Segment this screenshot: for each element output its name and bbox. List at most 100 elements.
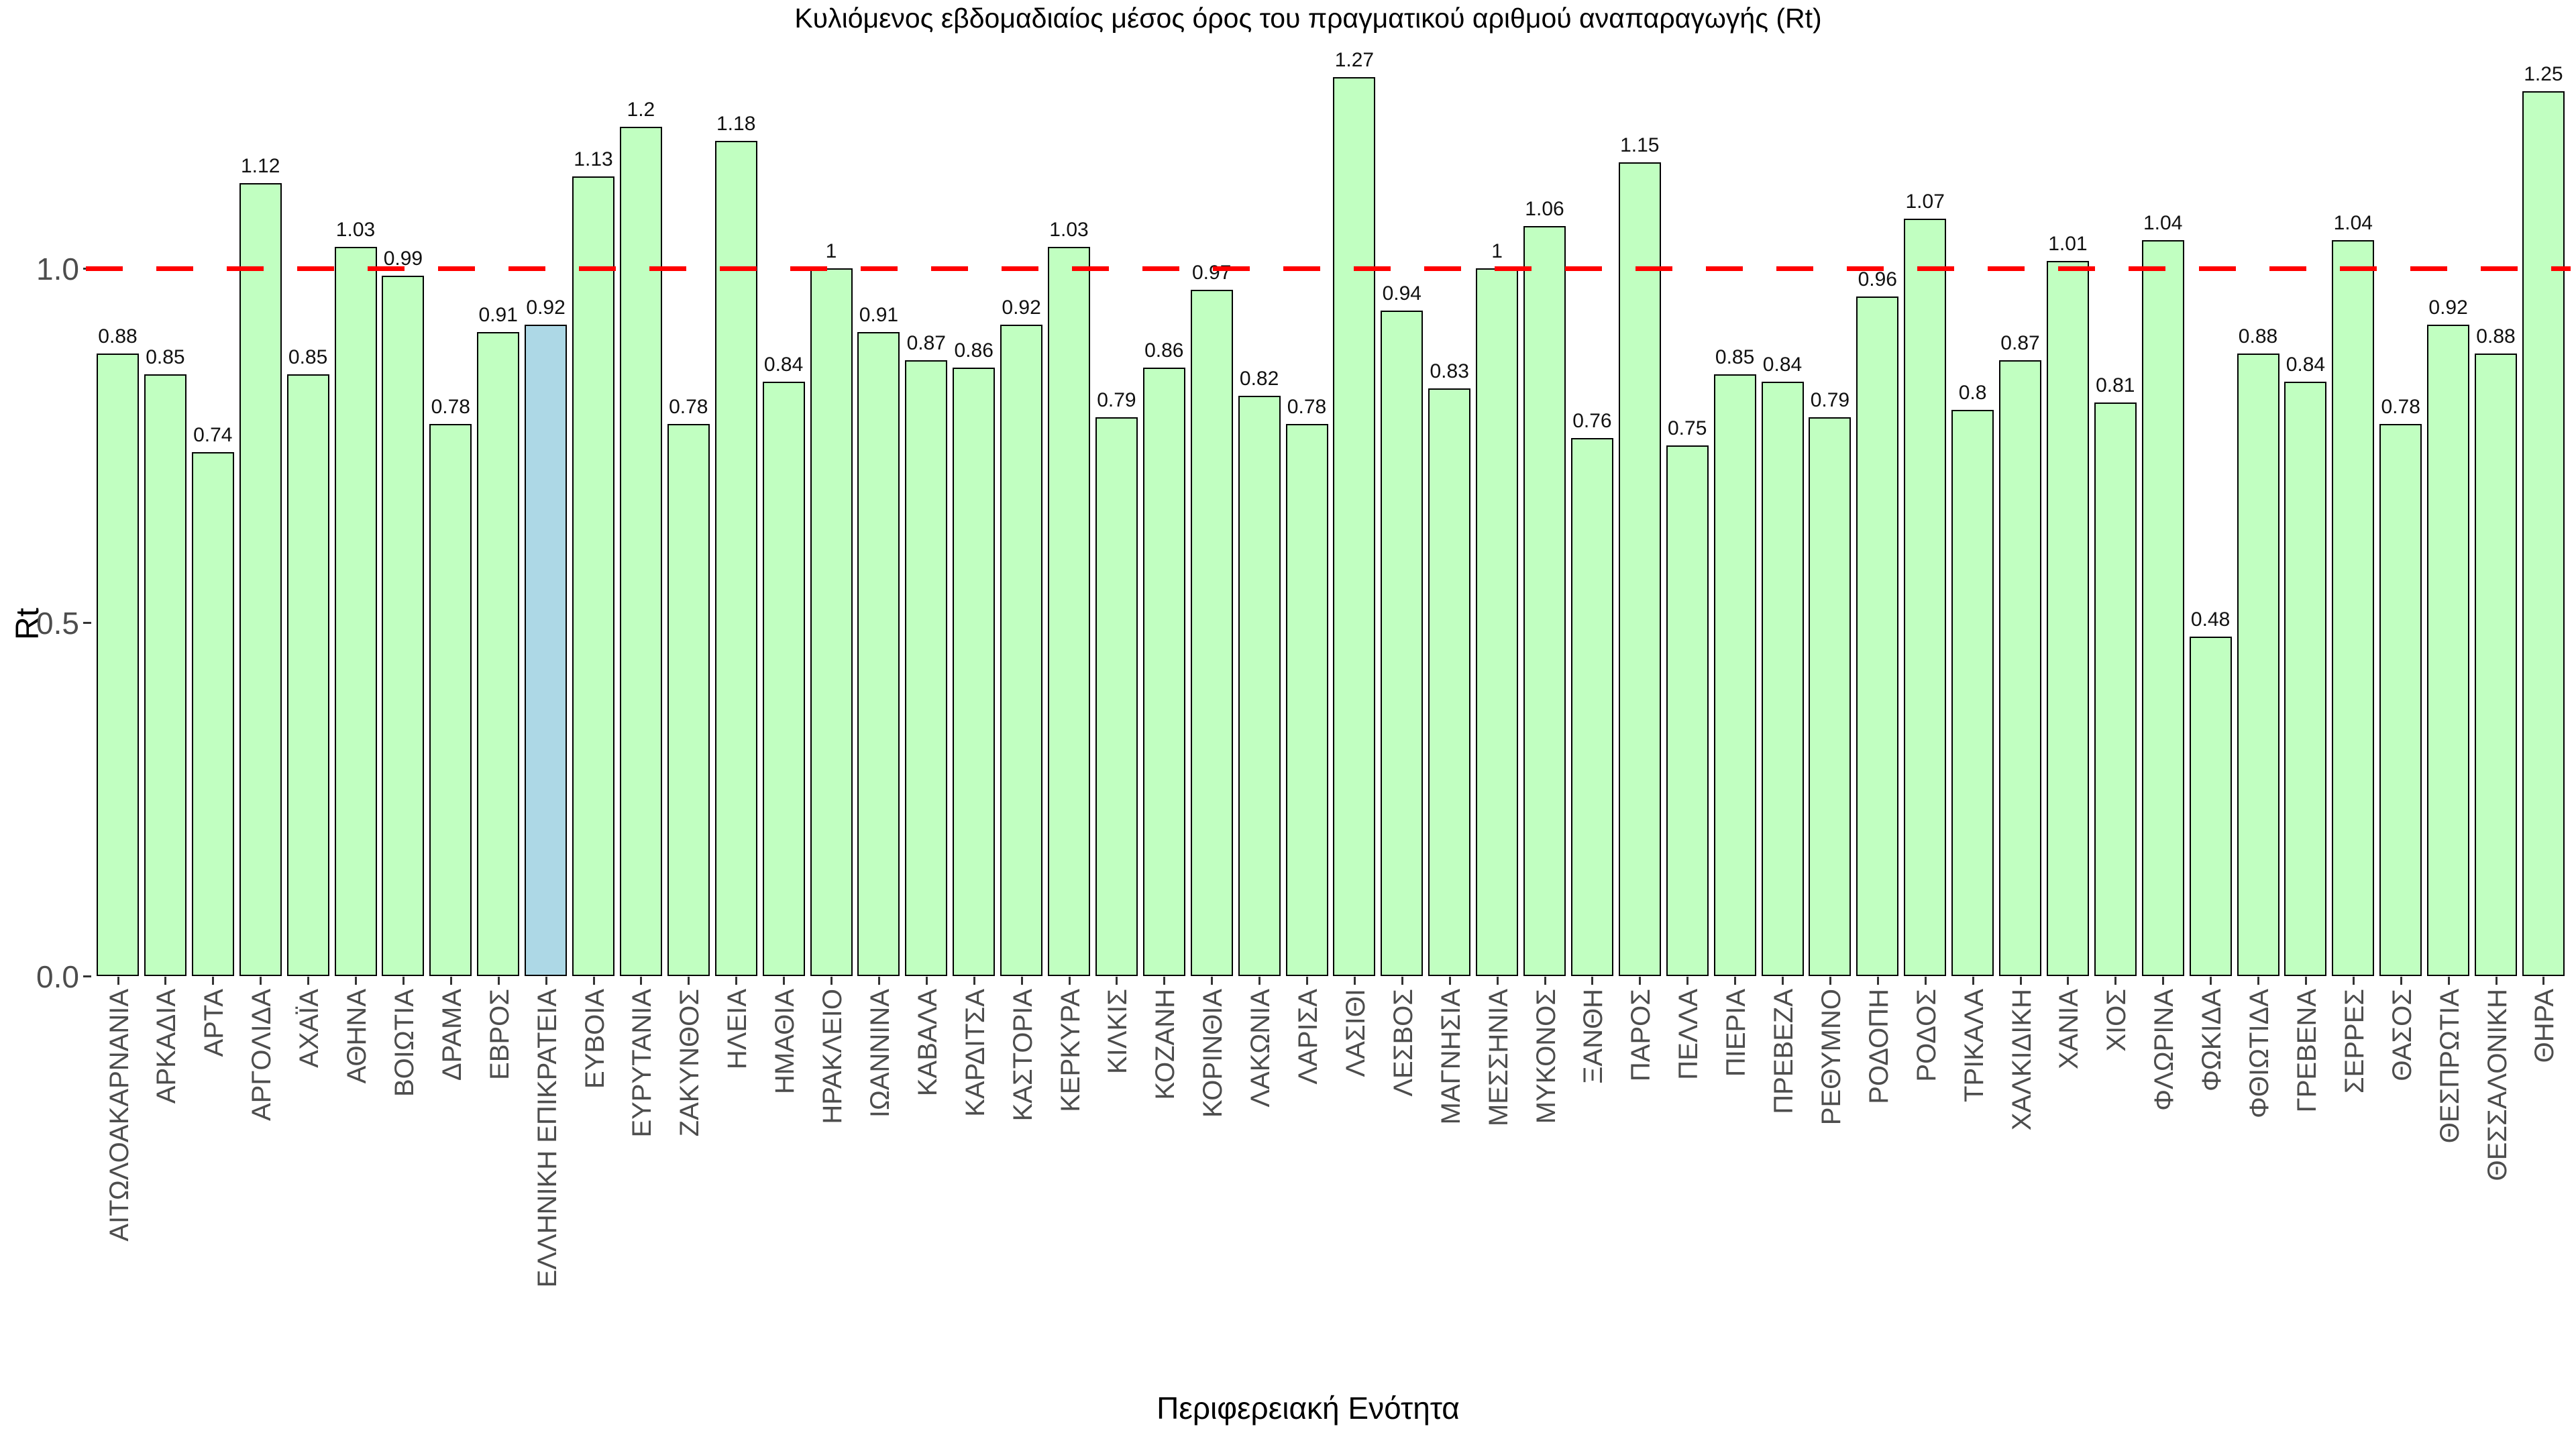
- x-tick-label: ΛΕΣΒΟΣ: [1388, 989, 1418, 1097]
- x-tick-label: ΡΟΔΟΠΗ: [1864, 989, 1894, 1104]
- x-tick-mark: [1116, 977, 1118, 985]
- bar-value-label: 0.92: [1002, 297, 1041, 319]
- bar: [2094, 402, 2137, 976]
- x-tick-mark: [1544, 977, 1546, 985]
- x-tick-mark: [164, 977, 167, 985]
- x-tick-mark: [2400, 977, 2402, 985]
- bar: [2522, 91, 2565, 976]
- x-tick-mark: [783, 977, 786, 985]
- bar: [1856, 297, 1899, 976]
- x-tick-mark: [1639, 977, 1642, 985]
- x-tick-mark: [1734, 977, 1737, 985]
- x-tick-label: ΚΑΡΔΙΤΣΑ: [960, 989, 990, 1117]
- x-tick-mark: [2257, 977, 2259, 985]
- bar: [1999, 360, 2041, 976]
- x-tick-label: ΚΟΖΑΝΗ: [1150, 989, 1181, 1100]
- x-tick-label: ΕΥΡΥΤΑΝΙΑ: [627, 989, 657, 1138]
- x-tick-mark: [1876, 977, 1879, 985]
- x-tick-mark: [1401, 977, 1403, 985]
- bar: [905, 360, 948, 976]
- x-tick-mark: [1591, 977, 1594, 985]
- x-tick-mark: [640, 977, 643, 985]
- x-tick-mark: [1924, 977, 1927, 985]
- bar-value-label: 1.18: [716, 113, 756, 136]
- bar-value-label: 0.78: [669, 396, 708, 419]
- x-tick-label: ΒΟΙΩΤΙΑ: [389, 989, 419, 1097]
- bar: [1190, 289, 1233, 976]
- bar-value-label: 1.27: [1334, 49, 1375, 72]
- x-tick-label: ΚΙΛΚΙΣ: [1103, 989, 1133, 1075]
- x-tick-label: ΗΡΑΚΛΕΙΟ: [818, 989, 847, 1124]
- bar: [286, 374, 329, 976]
- x-tick-label: ΘΑΣΟΣ: [2387, 989, 2417, 1081]
- x-tick-label: ΘΕΣΠΡΩΤΙΑ: [2434, 989, 2465, 1144]
- x-tick-label: ΚΑΒΑΛΑ: [912, 989, 943, 1097]
- chart-title: Κυλιόμενος εβδομαδιαίος μέσος όρος του π…: [794, 3, 1822, 34]
- x-tick-mark: [2067, 977, 2070, 985]
- bar-value-label: 1.2: [627, 99, 655, 121]
- bar: [2189, 636, 2232, 976]
- x-tick-label: ΦΩΚΙΔΑ: [2197, 989, 2227, 1092]
- x-tick-mark: [212, 977, 215, 985]
- x-tick-mark: [307, 977, 310, 985]
- bar: [191, 452, 234, 976]
- bar: [1428, 388, 1471, 976]
- bar-value-label: 0.83: [1430, 360, 1469, 383]
- bar: [714, 141, 757, 976]
- bar: [1761, 381, 1804, 976]
- bar: [1000, 325, 1043, 976]
- bar-value-label: 0.78: [431, 396, 470, 419]
- x-tick-label: ΞΑΝΘΗ: [1578, 989, 1609, 1084]
- bar: [1095, 417, 1138, 976]
- x-tick-label: ΤΡΙΚΑΛΑ: [1959, 989, 1989, 1102]
- bar-value-label: 1.15: [1620, 133, 1660, 156]
- bar-value-label: 0.99: [383, 247, 423, 270]
- bar-value-label: 0.76: [1572, 410, 1612, 433]
- bar-value-label: 0.48: [2190, 608, 2231, 631]
- bar: [1048, 247, 1090, 976]
- x-axis-label: Περιφερειακή Ενότητα: [1157, 1391, 1460, 1426]
- bar: [1713, 374, 1756, 976]
- x-tick-mark: [1020, 977, 1023, 985]
- x-tick-label: ΣΕΡΡΕΣ: [2339, 989, 2369, 1094]
- x-tick-mark: [2162, 977, 2165, 985]
- bar-value-label: 1.03: [335, 219, 376, 241]
- x-tick-mark: [830, 977, 833, 985]
- bar: [1570, 438, 1613, 976]
- x-tick-mark: [117, 977, 119, 985]
- x-tick-mark: [1829, 977, 1831, 985]
- x-tick-mark: [355, 977, 357, 985]
- bar-value-label: 0.88: [2476, 325, 2516, 347]
- bar: [1238, 395, 1281, 976]
- x-tick-mark: [1258, 977, 1261, 985]
- x-tick-label: ΑΙΤΩΛΟΑΚΑΡΝΑΝΙΑ: [104, 989, 134, 1242]
- y-tick-mark: [83, 975, 91, 977]
- bar-value-label: 0.78: [2381, 396, 2420, 419]
- x-tick-label: ΛΑΡΙΣΑ: [1293, 989, 1323, 1085]
- bar-value-label: 0.74: [193, 424, 233, 447]
- bar-value-label: 1.03: [1049, 219, 1089, 241]
- x-tick-label: ΦΘΙΩΤΙΔΑ: [2245, 989, 2274, 1118]
- bar-value-label: 1.04: [2333, 211, 2373, 234]
- bar: [1523, 225, 1566, 976]
- x-tick-label: ΘΕΣΣΑΛΟΝΙΚΗ: [2482, 989, 2512, 1181]
- bar-value-label: 1.07: [1905, 191, 1945, 213]
- x-tick-mark: [2114, 977, 2117, 985]
- bar: [1285, 424, 1328, 976]
- bar-value-label: 1.25: [2524, 63, 2563, 86]
- x-tick-mark: [1972, 977, 1974, 985]
- bar: [334, 247, 377, 976]
- bar-value-label: 0.84: [2286, 353, 2326, 376]
- reference-line: [86, 266, 2571, 271]
- x-tick-mark: [925, 977, 928, 985]
- x-tick-label: ΚΕΡΚΥΡΑ: [1055, 989, 1085, 1112]
- x-tick-label: ΜΑΓΝΗΣΙΑ: [1436, 989, 1466, 1125]
- x-tick-label: ΠΕΛΛΑ: [1674, 989, 1704, 1080]
- bar-value-label: 0.75: [1667, 417, 1707, 439]
- x-tick-label: ΡΕΘΥΜΝΟ: [1816, 989, 1846, 1126]
- bar-value-label: 1: [1491, 240, 1503, 262]
- bar-value-label: 1.01: [2048, 233, 2088, 256]
- bar-value-label: 0.86: [954, 339, 994, 362]
- bar-value-label: 0.84: [1762, 353, 1803, 376]
